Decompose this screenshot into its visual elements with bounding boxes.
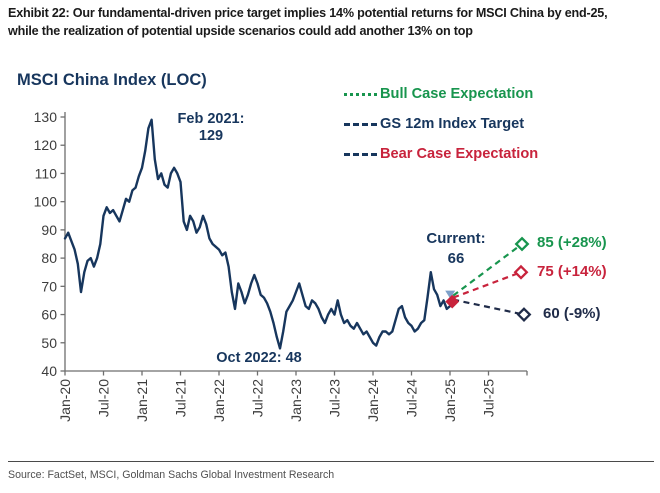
- svg-text:Jul-23: Jul-23: [327, 379, 343, 417]
- chart-legend: Bull Case Expectation GS 12m Index Targe…: [344, 79, 538, 169]
- target-diamond-60: [516, 307, 532, 322]
- svg-text:Jul-21: Jul-21: [173, 379, 189, 417]
- target-diamond-75: [513, 264, 529, 280]
- source-note: Source: FactSet, MSCI, Goldman Sachs Glo…: [8, 469, 335, 481]
- svg-text:Jul-25: Jul-25: [481, 379, 497, 417]
- svg-text:100: 100: [34, 194, 58, 210]
- legend-item-bear-case: Bear Case Expectation: [344, 139, 538, 169]
- annotation-trough-oct-2022: Oct 2022: 48: [216, 350, 302, 366]
- svg-text:Jul-20: Jul-20: [96, 379, 112, 417]
- exhibit-title: Exhibit 22: Our fundamental-driven price…: [8, 5, 658, 40]
- current-red-diamond: [445, 294, 460, 309]
- svg-text:Jan-24: Jan-24: [365, 379, 381, 422]
- annotation-current-level: Current: 66: [408, 229, 504, 268]
- svg-text:80: 80: [41, 250, 57, 266]
- chart-title: MSCI China Index (LOC): [17, 71, 207, 89]
- svg-text:Jan-25: Jan-25: [442, 379, 458, 422]
- annotation-peak-date: Feb 2021:: [177, 111, 245, 127]
- target-label-bear-60: 60 (-9%): [543, 305, 601, 322]
- svg-text:Jan-23: Jan-23: [288, 379, 304, 422]
- svg-text:110: 110: [35, 165, 58, 181]
- legend-label-gs-target: GS 12m Index Target: [380, 116, 525, 132]
- annotation-peak-value: 129: [198, 128, 224, 144]
- legend-label-bear: Bear Case Expectation: [380, 146, 539, 162]
- current-blue-marker: [445, 290, 456, 299]
- target-diamond-85: [514, 236, 530, 252]
- price-line: [63, 118, 455, 350]
- bear-dash-icon: [344, 152, 377, 156]
- svg-text:60: 60: [41, 307, 57, 323]
- svg-text:Jan-20: Jan-20: [57, 379, 73, 422]
- svg-text:50: 50: [41, 335, 57, 351]
- legend-item-bull-case: Bull Case Expectation: [344, 79, 538, 109]
- exhibit-title-line1: Exhibit 22: Our fundamental-driven price…: [8, 6, 608, 20]
- legend-label-bull: Bull Case Expectation: [380, 86, 534, 102]
- gs-target-dash-icon: [344, 122, 377, 126]
- svg-text:130: 130: [34, 109, 58, 125]
- annotation-current-label: Current:: [426, 230, 486, 247]
- axes: 40 50 60 70 80 90 100 110 120 130 Jan-20 Jul-20 Jan-…: [34, 109, 528, 422]
- legend-item-gs-target: GS 12m Index Target: [344, 109, 538, 139]
- svg-text:Jul-24: Jul-24: [404, 379, 420, 417]
- svg-text:Jul-22: Jul-22: [250, 379, 266, 417]
- svg-text:Jan-22: Jan-22: [211, 379, 227, 422]
- svg-text:40: 40: [41, 363, 57, 379]
- svg-text:120: 120: [34, 137, 58, 153]
- annotation-peak-feb-2021: Feb 2021: 129: [150, 111, 272, 145]
- svg-text:90: 90: [41, 222, 57, 238]
- projection-lines: [452, 236, 532, 322]
- svg-text:70: 70: [41, 278, 57, 294]
- target-label-gs-75: 75 (+14%): [537, 263, 607, 280]
- annotation-current-value: 66: [447, 249, 465, 267]
- footer-divider: [8, 461, 654, 462]
- svg-text:Jan-21: Jan-21: [134, 379, 150, 422]
- bull-dash-icon: [344, 92, 377, 96]
- target-label-bull-85: 85 (+28%): [537, 234, 607, 251]
- exhibit-title-line2: while the realization of potential upsid…: [8, 23, 473, 38]
